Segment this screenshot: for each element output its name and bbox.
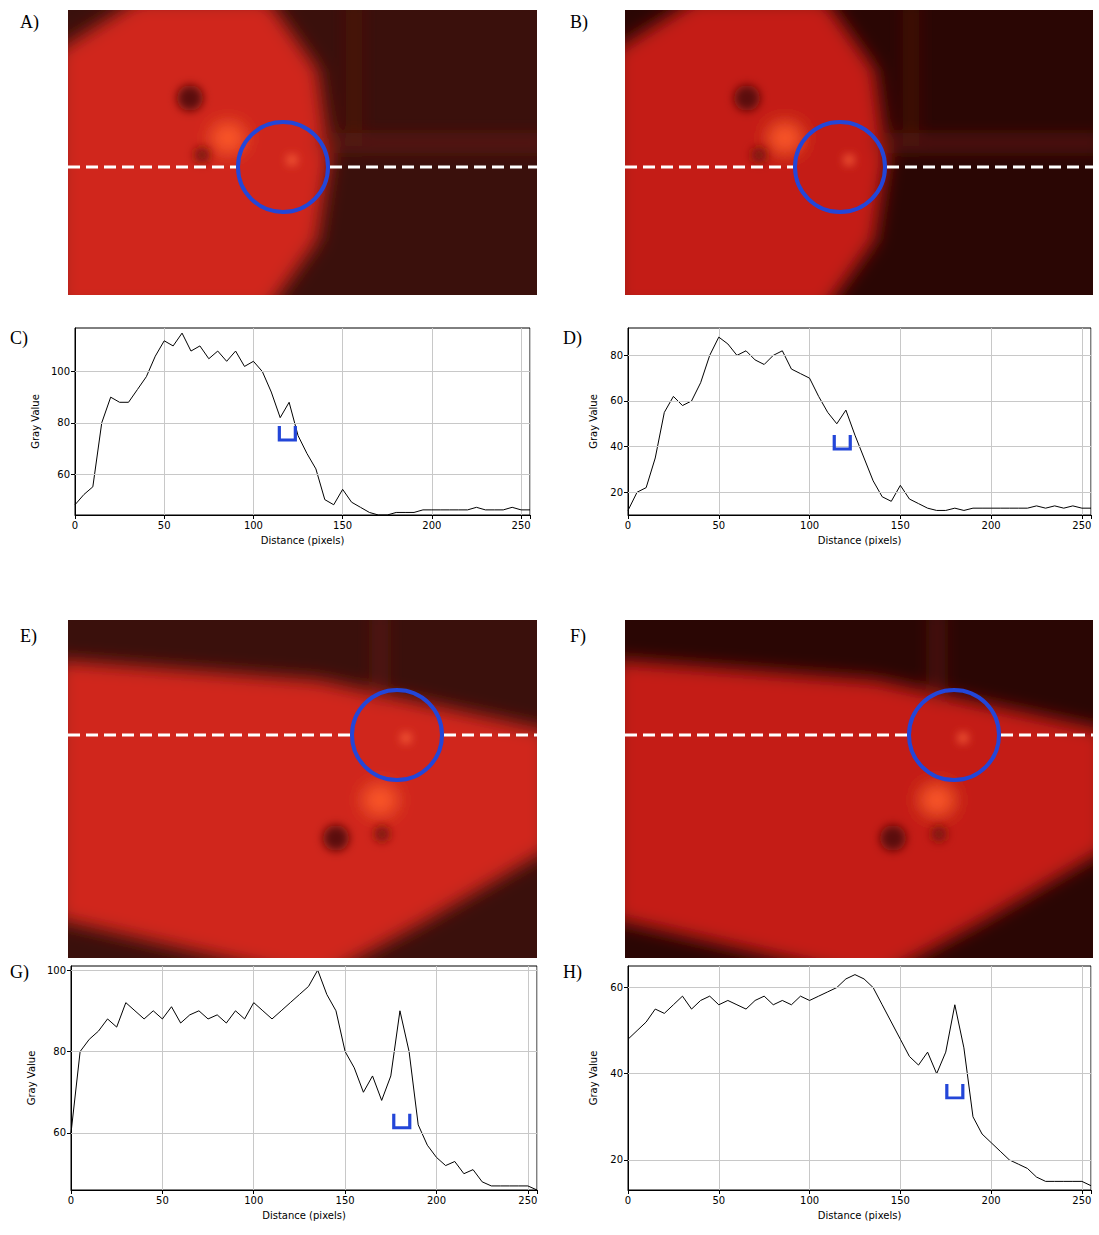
svg-text:50: 50 — [156, 1195, 169, 1206]
svg-text:50: 50 — [712, 520, 725, 531]
svg-text:Distance (pixels): Distance (pixels) — [818, 1210, 902, 1221]
html-text:F): F) — [570, 626, 586, 646]
svg-text:50: 50 — [158, 520, 171, 531]
svg-text:Distance (pixels): Distance (pixels) — [818, 535, 902, 546]
svg-text:150: 150 — [891, 1195, 910, 1206]
html-text:B): B) — [570, 12, 588, 32]
svg-text:60: 60 — [53, 1127, 66, 1138]
svg-text:Gray Value: Gray Value — [30, 394, 41, 449]
svg-text:Distance (pixels): Distance (pixels) — [262, 1210, 346, 1221]
svg-text:Gray Value: Gray Value — [26, 1051, 37, 1106]
html-text:C): C) — [10, 328, 28, 348]
svg-text:20: 20 — [610, 1154, 623, 1165]
svg-text:250: 250 — [1072, 1195, 1091, 1206]
svg-text:Gray Value: Gray Value — [588, 394, 599, 449]
svg-text:80: 80 — [610, 350, 623, 361]
svg-text:250: 250 — [518, 1195, 537, 1206]
svg-text:0: 0 — [68, 1195, 74, 1206]
html-text:E): E) — [20, 626, 37, 646]
svg-text:0: 0 — [72, 520, 78, 531]
svg-text:100: 100 — [800, 1195, 819, 1206]
svg-text:200: 200 — [982, 520, 1001, 531]
svg-text:0: 0 — [625, 520, 631, 531]
svg-text:150: 150 — [333, 520, 352, 531]
html-text:H): H) — [563, 962, 582, 982]
svg-text:100: 100 — [47, 965, 66, 976]
svg-text:200: 200 — [427, 1195, 446, 1206]
svg-text:100: 100 — [244, 1195, 263, 1206]
svg-text:Gray Value: Gray Value — [588, 1051, 599, 1106]
svg-text:40: 40 — [610, 1068, 623, 1079]
svg-text:100: 100 — [51, 366, 70, 377]
svg-text:250: 250 — [512, 520, 531, 531]
svg-text:100: 100 — [244, 520, 263, 531]
svg-text:150: 150 — [891, 520, 910, 531]
svg-text:50: 50 — [712, 1195, 725, 1206]
svg-text:40: 40 — [610, 441, 623, 452]
svg-text:250: 250 — [1072, 520, 1091, 531]
html-text:D): D) — [563, 328, 582, 348]
svg-text:150: 150 — [336, 1195, 355, 1206]
svg-text:200: 200 — [982, 1195, 1001, 1206]
html-text:G): G) — [10, 962, 29, 982]
svg-text:80: 80 — [53, 1046, 66, 1057]
svg-text:Distance (pixels): Distance (pixels) — [261, 535, 345, 546]
svg-text:60: 60 — [610, 395, 623, 406]
svg-text:20: 20 — [610, 487, 623, 498]
svg-text:100: 100 — [800, 520, 819, 531]
svg-text:60: 60 — [57, 469, 70, 480]
svg-text:80: 80 — [57, 417, 70, 428]
html-text:A): A) — [20, 12, 39, 32]
svg-text:0: 0 — [625, 1195, 631, 1206]
svg-text:60: 60 — [610, 982, 623, 993]
svg-text:200: 200 — [422, 520, 441, 531]
